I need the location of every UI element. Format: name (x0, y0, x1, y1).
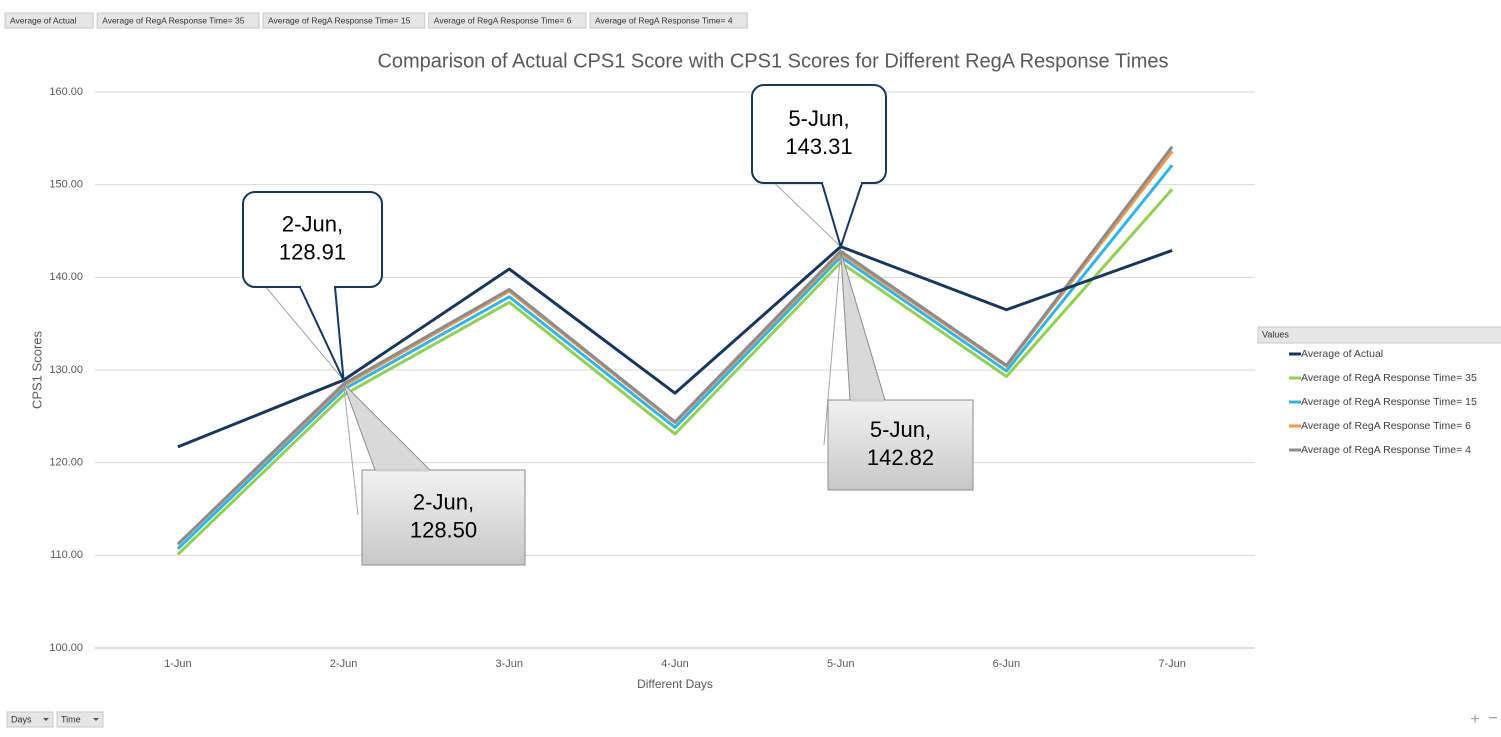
field-button[interactable] (428, 12, 587, 29)
leader-line (343, 383, 359, 516)
field-button[interactable] (4, 12, 94, 29)
callout-text: 2-Jun, (413, 489, 474, 514)
field-button-label: Average of RegA Response Time= 6 (434, 15, 572, 25)
filter-button-label: Days (11, 714, 32, 724)
callout-box (827, 399, 974, 491)
field-button-label: Average of RegA Response Time= 15 (268, 15, 411, 25)
x-tick-label: 2-Jun (330, 658, 358, 670)
leader-line (257, 276, 344, 381)
zoom-plus[interactable]: + (1470, 711, 1479, 728)
y-tick-label: 150.00 (49, 179, 83, 191)
field-button-label: Average of RegA Response Time= 35 (102, 15, 245, 25)
x-tick-label: 4-Jun (661, 658, 689, 670)
zoom-minus[interactable]: − (1488, 710, 1497, 727)
legend-header (1257, 326, 1501, 344)
field-button[interactable] (96, 12, 260, 29)
callout-text: 142.82 (867, 445, 934, 470)
series-line (176, 188, 1174, 556)
legend-label: Average of RegA Response Time= 6 (1301, 420, 1471, 432)
field-button[interactable] (262, 12, 426, 29)
callout-text: 2-Jun, (282, 211, 343, 236)
y-tick-label: 130.00 (49, 364, 83, 376)
callout-box (361, 469, 526, 566)
x-tick-label: 7-Jun (1158, 658, 1186, 670)
plot: Average of Actual Average of RegA Respons… (4, 12, 1501, 728)
legend-label: Average of RegA Response Time= 15 (1301, 396, 1477, 408)
legend-label: Average of Actual (1301, 348, 1383, 360)
x-axis-label: Different Days (637, 677, 713, 691)
callout-box (751, 84, 887, 184)
y-axis-label: CPS1 Scores (29, 330, 44, 409)
y-tick-label: 140.00 (49, 271, 83, 283)
series-line (176, 164, 1174, 550)
x-tick-label: 3-Jun (496, 658, 524, 670)
dropdown-arrow (43, 718, 49, 721)
x-tick-label: 6-Jun (993, 658, 1021, 670)
x-tick-label: 1-Jun (164, 658, 192, 670)
legend-label: Average of RegA Response Time= 4 (1301, 444, 1471, 456)
filter-button[interactable] (56, 711, 104, 728)
field-button-label: Average of RegA Response Time= 4 (595, 15, 733, 25)
field-button-label: Average of Actual (10, 15, 77, 25)
y-tick-label: 110.00 (50, 549, 83, 561)
legend-label: Average of RegA Response Time= 35 (1301, 372, 1477, 384)
legend-title: Values (1262, 329, 1289, 339)
leader-line (823, 251, 842, 446)
callout-text: 5-Jun, (870, 417, 931, 442)
y-tick-label: 120.00 (49, 457, 83, 469)
callout-text: 128.50 (410, 517, 477, 542)
chart-title: Comparison of Actual CPS1 Score with CPS… (377, 50, 1168, 72)
field-button[interactable] (589, 12, 748, 29)
y-tick-label: 160.00 (49, 86, 83, 98)
dropdown-arrow (93, 718, 99, 721)
leader-line (763, 172, 842, 248)
callout-text: 143.31 (785, 134, 852, 159)
y-tick-label: 100.00 (49, 642, 83, 654)
x-tick-label: 5-Jun (827, 658, 855, 670)
filter-button[interactable] (6, 711, 54, 728)
callout-text: 128.91 (279, 239, 346, 264)
callout-text: 5-Jun, (788, 106, 849, 131)
filter-button-label: Time (61, 714, 81, 724)
